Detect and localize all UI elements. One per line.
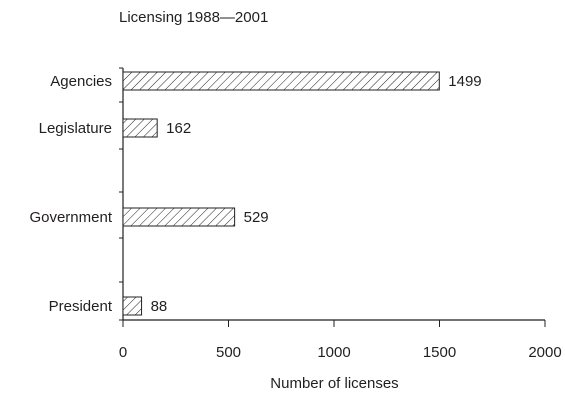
x-tick-label: 0 (119, 344, 127, 361)
data-label: 1499 (448, 73, 481, 90)
y-tick-label: President (49, 298, 113, 315)
bar-president (122, 296, 143, 316)
y-tick-label: Agencies (50, 73, 112, 90)
y-tick-label: Legislature (39, 120, 112, 137)
x-tick-label: 2000 (528, 344, 561, 361)
x-tick-label: 1500 (423, 344, 456, 361)
data-label: 162 (166, 120, 191, 137)
bar-legislature (122, 118, 158, 138)
chart-title: Licensing 1988—2001 (119, 9, 269, 26)
bar-government (122, 207, 236, 227)
y-tick-label: Government (29, 209, 112, 226)
x-tick-label: 1000 (317, 344, 350, 361)
x-tick-label: 500 (216, 344, 241, 361)
bar-agencies (122, 71, 440, 91)
data-label: 529 (244, 209, 269, 226)
data-label: 88 (151, 298, 168, 315)
x-axis-label: Number of licenses (270, 375, 399, 392)
